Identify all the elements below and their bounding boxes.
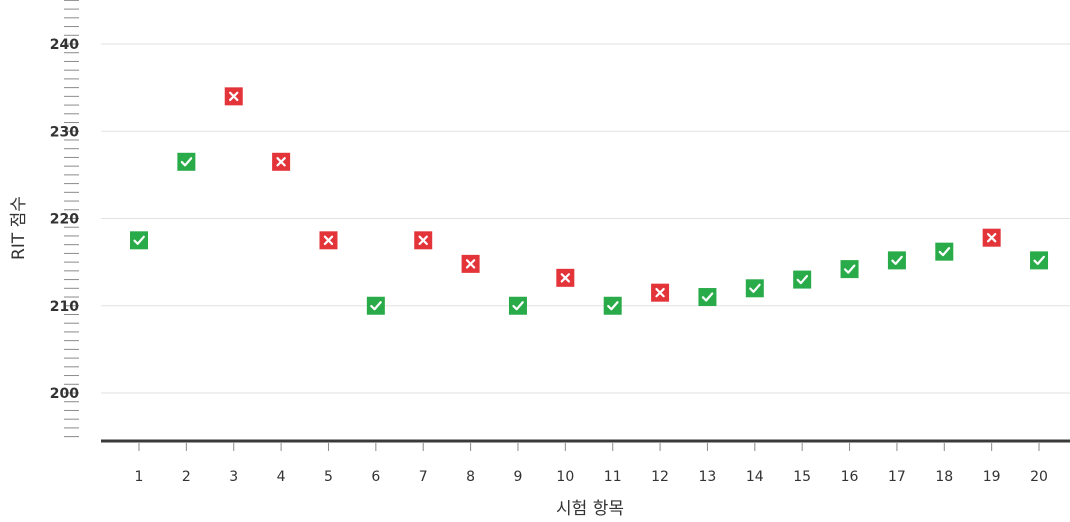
x-tick-label-8: 8 <box>466 469 475 485</box>
x-axis-title: 시험 항목 <box>556 499 624 519</box>
data-point-18-correct <box>935 242 954 261</box>
check-icon <box>607 301 619 311</box>
data-point-5-incorrect <box>319 231 338 250</box>
grid <box>101 43 1070 394</box>
check-icon <box>701 292 714 302</box>
x-icon <box>560 273 571 283</box>
x-tick-label-16: 16 <box>841 469 859 485</box>
check-icon <box>938 247 951 257</box>
x-tick-label-5: 5 <box>324 469 333 485</box>
x-tick-label-9: 9 <box>513 469 522 485</box>
check-icon <box>891 255 903 265</box>
y-tick-label-230: 230 <box>50 124 79 140</box>
x-tick-label-6: 6 <box>371 469 380 485</box>
marker-box <box>698 288 717 307</box>
x-icon <box>465 259 476 269</box>
y-tick-label-200: 200 <box>50 386 79 402</box>
x-tick-label-18: 18 <box>935 469 953 485</box>
x-tick-label-15: 15 <box>793 469 811 485</box>
x-tick-label-19: 19 <box>983 469 1001 485</box>
x-icon <box>276 157 286 167</box>
data-point-3-incorrect <box>224 87 243 106</box>
x-tick-label-17: 17 <box>888 469 906 485</box>
marker-box <box>840 260 859 279</box>
data-point-13-correct <box>698 288 717 307</box>
x-tick-label-4: 4 <box>277 469 286 485</box>
x-tick-label-13: 13 <box>699 469 717 485</box>
data-point-4-incorrect <box>272 152 291 171</box>
check-icon <box>843 264 856 274</box>
marker-box <box>887 251 906 270</box>
check-icon <box>180 157 193 167</box>
marker-box <box>508 296 527 315</box>
x-ticks <box>138 443 1040 451</box>
marker-box <box>366 296 385 315</box>
data-point-17-correct <box>887 251 906 270</box>
x-icon <box>418 235 428 246</box>
y-axis-title: RIT 점수 <box>9 196 29 260</box>
data-point-9-correct <box>508 296 527 315</box>
data-point-11-correct <box>603 296 622 315</box>
data-points <box>130 87 1049 315</box>
data-point-7-incorrect <box>414 231 433 250</box>
marker-box <box>603 296 622 315</box>
data-point-10-incorrect <box>556 268 575 287</box>
x-icon <box>229 91 239 102</box>
y-tick-label-220: 220 <box>50 212 79 228</box>
data-point-12-incorrect <box>651 283 670 302</box>
x-tick-label-14: 14 <box>746 469 764 485</box>
x-tick-label-7: 7 <box>419 469 428 485</box>
marker-box <box>177 152 196 171</box>
check-icon <box>512 301 524 311</box>
x-tick-label-2: 2 <box>182 469 191 485</box>
x-tick-label-3: 3 <box>229 469 238 485</box>
y-minor-ticks <box>64 0 79 438</box>
data-point-1-correct <box>130 231 148 250</box>
data-point-2-correct <box>177 152 196 171</box>
data-point-20-correct <box>1030 251 1049 270</box>
marker-box <box>745 279 764 298</box>
check-icon <box>133 235 145 245</box>
check-icon <box>749 283 761 293</box>
marker-box <box>130 231 148 250</box>
x-icon <box>986 232 997 243</box>
x-icon <box>655 287 665 298</box>
y-tick-labels: 200 210 220 230 240 <box>50 37 79 402</box>
check-icon <box>370 301 382 311</box>
marker-box <box>1030 251 1049 270</box>
marker-box <box>793 270 812 289</box>
data-point-8-incorrect <box>461 254 480 273</box>
x-tick-label-12: 12 <box>651 469 669 485</box>
data-point-19-incorrect <box>982 228 1001 247</box>
marker-box <box>935 242 954 261</box>
x-tick-label-1: 1 <box>135 469 144 485</box>
data-point-6-correct <box>366 296 385 315</box>
x-tick-label-11: 11 <box>604 469 622 485</box>
x-tick-label-20: 20 <box>1030 469 1048 485</box>
check-icon <box>796 274 809 285</box>
data-point-15-correct <box>793 270 812 289</box>
y-tick-label-210: 210 <box>50 299 79 315</box>
data-point-16-correct <box>840 260 859 279</box>
data-point-14-correct <box>745 279 764 298</box>
x-tick-label-10: 10 <box>556 469 574 485</box>
y-tick-label-240: 240 <box>50 37 79 53</box>
x-tick-labels: 1 2 3 4 5 6 7 8 9 10 11 12 13 14 15 16 17 18 19 20 <box>135 469 1048 485</box>
check-icon <box>1033 255 1045 265</box>
x-icon <box>323 235 334 246</box>
